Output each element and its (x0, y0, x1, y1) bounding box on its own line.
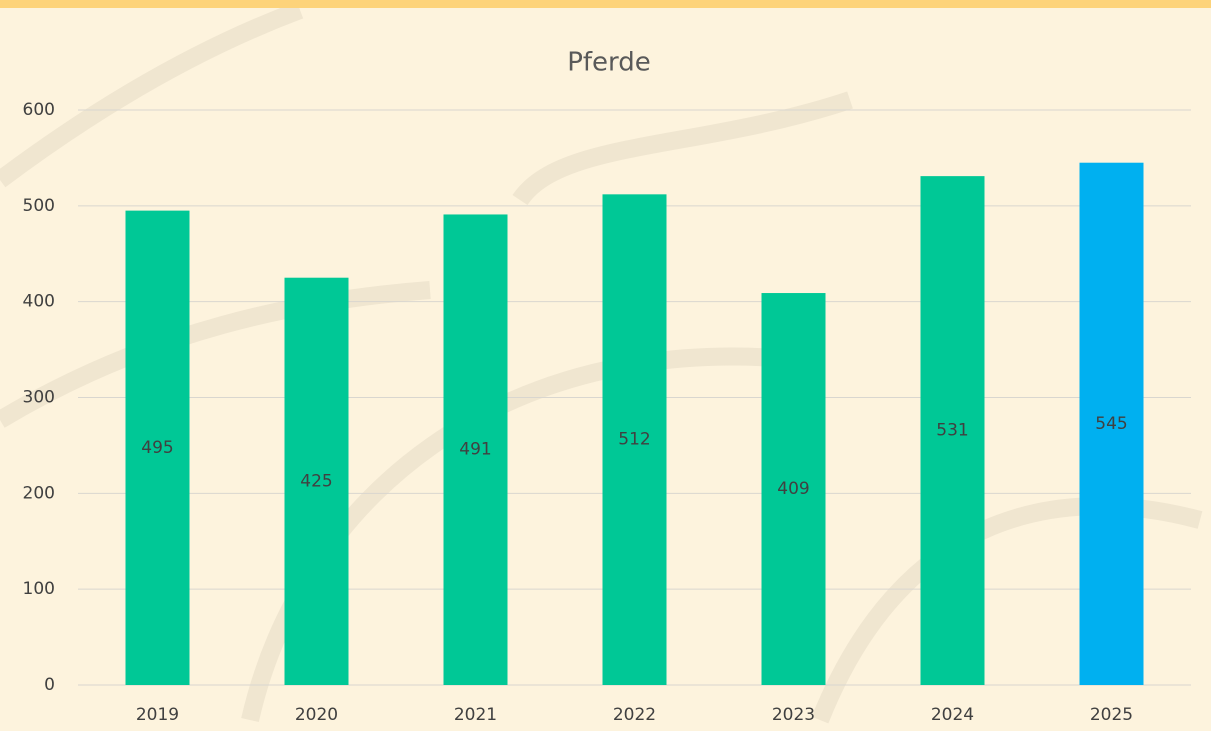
bar (602, 194, 667, 686)
x-tick-label: 2022 (613, 705, 656, 725)
data-label: 491 (459, 440, 491, 460)
bar (443, 214, 508, 686)
y-tick-label: 100 (23, 579, 55, 599)
top-strip (0, 0, 1211, 8)
x-tick-label: 2023 (772, 705, 815, 725)
bar (284, 277, 349, 685)
y-tick-label: 600 (23, 100, 55, 120)
y-tick-label: 0 (44, 675, 55, 695)
x-tick-label: 2024 (931, 705, 974, 725)
y-tick-label: 200 (23, 483, 55, 503)
data-label: 545 (1095, 414, 1127, 434)
data-label: 531 (936, 421, 968, 441)
data-label: 512 (618, 430, 650, 450)
x-tick-label: 2025 (1090, 705, 1133, 725)
bar (761, 293, 826, 685)
bar (125, 210, 190, 685)
data-label: 495 (141, 438, 173, 458)
chart-title: Pferde (567, 48, 651, 78)
y-tick-label: 300 (23, 388, 55, 408)
x-tick-label: 2020 (295, 705, 338, 725)
x-tick-label: 2021 (454, 705, 497, 725)
y-tick-label: 500 (23, 196, 55, 216)
bar (920, 176, 985, 685)
data-label: 409 (777, 479, 809, 499)
bar (1079, 162, 1144, 686)
data-label: 425 (300, 471, 332, 491)
y-tick-label: 400 (23, 292, 55, 312)
x-tick-label: 2019 (136, 705, 179, 725)
